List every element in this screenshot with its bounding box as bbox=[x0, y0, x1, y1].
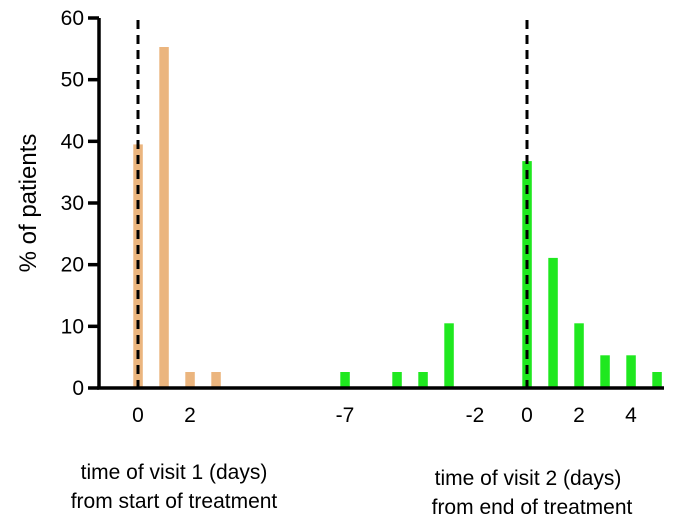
x-tick-label-group2: -7 bbox=[336, 404, 355, 427]
y-tick-label: 20 bbox=[61, 254, 84, 277]
reference-lines bbox=[136, 20, 529, 388]
x-tick-label-group2: 2 bbox=[573, 404, 585, 427]
bar-group2-x5 bbox=[652, 372, 662, 388]
y-tick-label: 60 bbox=[61, 7, 84, 30]
group2-label-line2: from end of treatment bbox=[432, 496, 633, 519]
bar-group2-x3 bbox=[600, 355, 610, 388]
x-ticks: 0 2 -7 -2 0 2 4 bbox=[132, 404, 637, 427]
y-tick-label: 10 bbox=[61, 315, 84, 338]
bar-group2-x-7 bbox=[340, 372, 350, 388]
x-tick-label-group2: 4 bbox=[625, 404, 637, 427]
group1-label-line2: from start of treatment bbox=[71, 490, 278, 513]
bar-group1-x2 bbox=[185, 372, 195, 388]
bar-group2-x-5 bbox=[392, 372, 402, 388]
x-tick-label-group1: 2 bbox=[184, 404, 196, 427]
x-tick-label-group2: 0 bbox=[521, 404, 533, 427]
y-axis-title: % of patients bbox=[15, 134, 42, 273]
bar-group2-x2 bbox=[574, 323, 584, 389]
x-tick-label-group2: -2 bbox=[466, 404, 485, 427]
bar-group1-x1 bbox=[159, 47, 169, 388]
y-tick-label: 40 bbox=[61, 130, 84, 153]
y-tick-label: 30 bbox=[61, 192, 84, 215]
bar-group1-x3 bbox=[211, 372, 221, 388]
y-tick-label: 50 bbox=[61, 69, 84, 92]
bar-group2-x-3 bbox=[444, 323, 454, 389]
x-tick-label-group1: 0 bbox=[132, 404, 144, 427]
group2-label-line1: time of visit 2 (days) bbox=[435, 467, 622, 490]
bar-group2-x1 bbox=[548, 257, 558, 388]
bar-group2-x0 bbox=[522, 161, 532, 388]
y-ticks: 0 10 20 30 40 50 60 bbox=[61, 7, 99, 400]
bar-group2-x4 bbox=[626, 355, 636, 388]
bars-layer bbox=[133, 47, 662, 389]
bar-group2-x-4 bbox=[418, 372, 428, 388]
y-tick-label: 0 bbox=[72, 377, 84, 400]
group1-label-line1: time of visit 1 (days) bbox=[81, 461, 268, 484]
